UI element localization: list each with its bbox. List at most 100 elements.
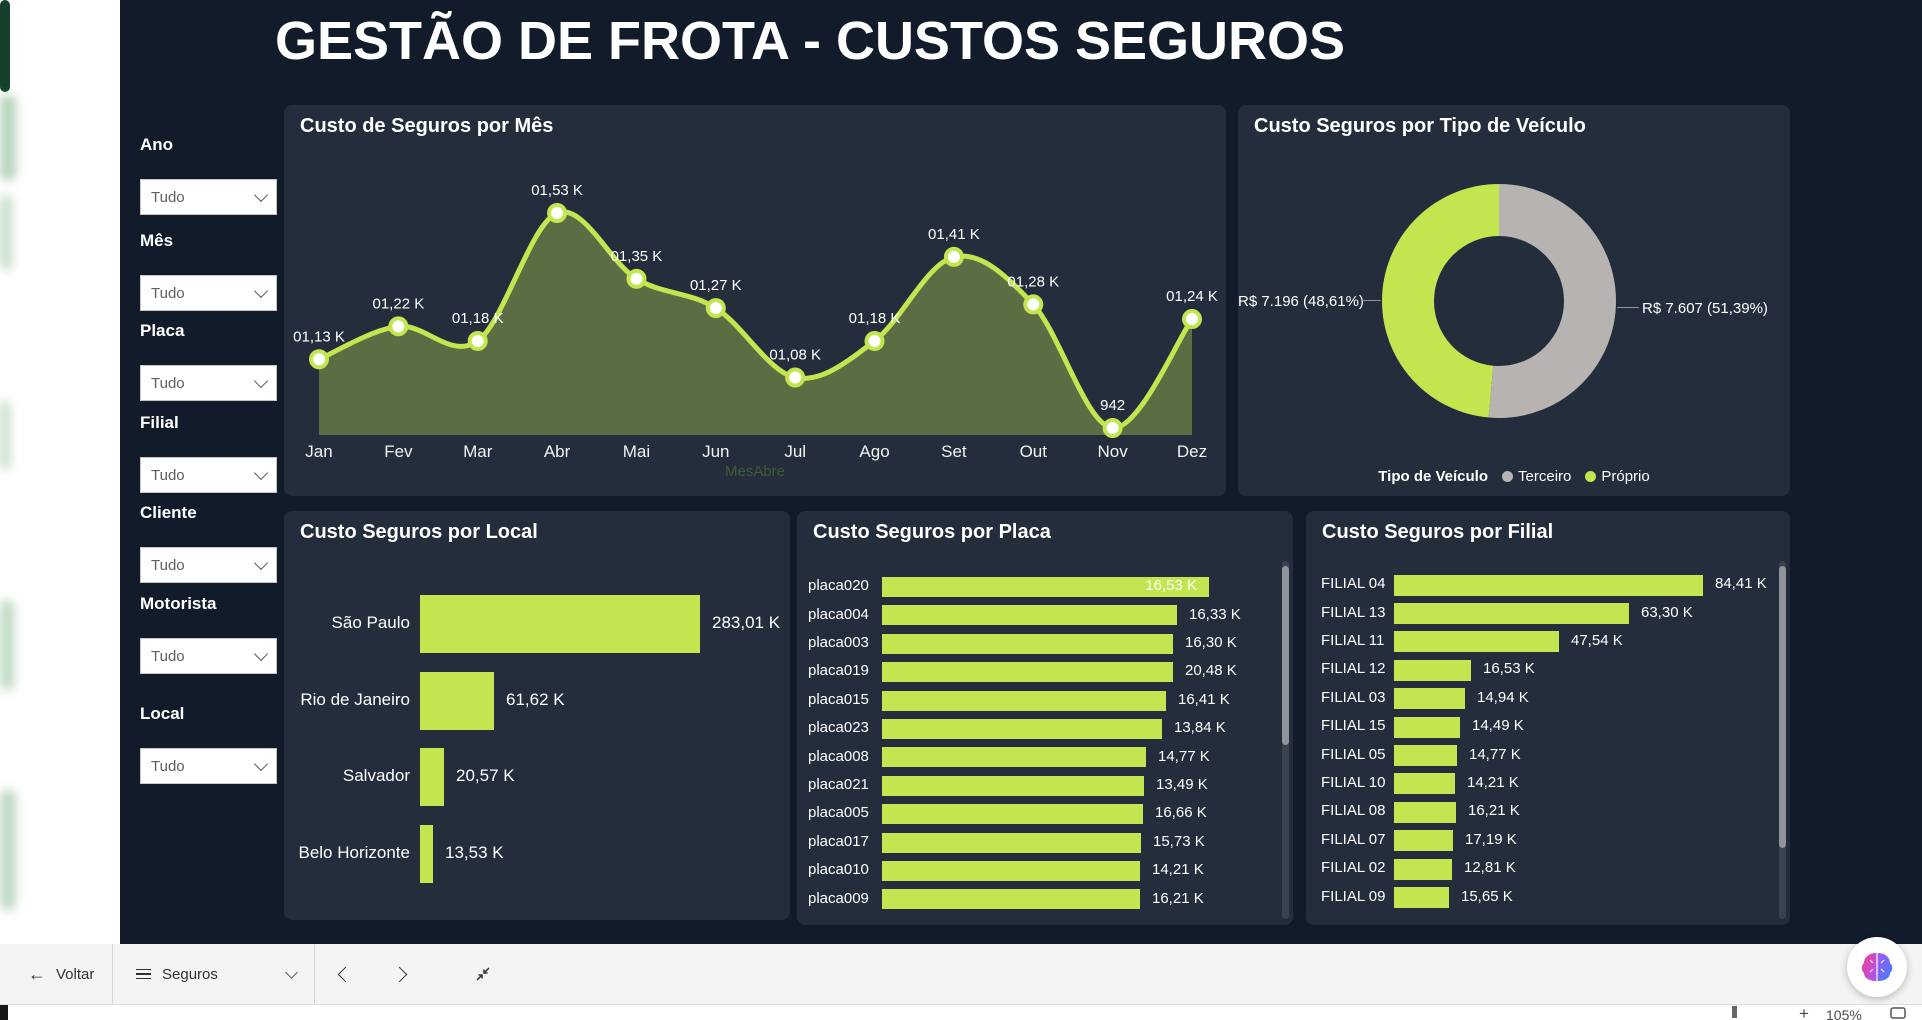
bar-placa004[interactable] — [882, 605, 1177, 626]
bar-value-label: 16,21 K — [1468, 802, 1520, 820]
filter-group-placa: Placa Tudo — [140, 320, 277, 401]
donut-slice-proprio[interactable] — [1382, 184, 1616, 418]
bar-FILIAL 02[interactable] — [1394, 858, 1452, 880]
extension-badge[interactable] — [1847, 937, 1907, 997]
bar-FILIAL 11[interactable] — [1394, 631, 1559, 653]
data-point-Mar[interactable] — [467, 330, 488, 351]
chart-title-tipo: Custo Seguros por Tipo de Veículo — [1254, 115, 1586, 137]
bar-placa019[interactable] — [882, 662, 1173, 683]
bar-FILIAL 09[interactable] — [1394, 886, 1449, 908]
bar-placa023[interactable] — [882, 719, 1162, 739]
x-axis-label: Fev — [384, 442, 413, 461]
data-point-Jan[interactable] — [309, 349, 329, 370]
next-page-icon[interactable] — [391, 944, 408, 1004]
bar-placa020[interactable] — [882, 577, 1209, 597]
filter-label: Motorista — [140, 594, 217, 613]
data-point-Set[interactable] — [943, 246, 964, 267]
bar-category-label: FILIAL 10 — [1321, 774, 1386, 792]
page-selector[interactable]: Seguros — [162, 965, 218, 983]
bar-placa008[interactable] — [882, 747, 1146, 768]
x-axis-label: Dez — [1177, 442, 1207, 461]
background-blob — [0, 95, 16, 180]
bar-Rio de Janeiro[interactable] — [420, 671, 494, 730]
bar-Belo Horizonte[interactable] — [420, 825, 433, 884]
filter-dropdown-filial[interactable]: Tudo — [140, 457, 277, 493]
data-label: 01,41 K — [928, 226, 980, 243]
bar-value-label: 16,30 K — [1185, 634, 1237, 652]
bar-placa003[interactable] — [882, 633, 1173, 654]
back-arrow-icon[interactable]: ← — [28, 963, 46, 984]
bar-category-label: Rio de Janeiro — [300, 689, 410, 709]
bar-placa010[interactable] — [882, 861, 1140, 881]
bar-Salvador[interactable] — [420, 748, 444, 807]
data-point-Dez[interactable] — [1182, 309, 1202, 330]
data-point-Jun[interactable] — [705, 298, 726, 319]
placa-scrollbar[interactable] — [1282, 561, 1289, 919]
bar-placa021[interactable] — [882, 775, 1144, 796]
data-point-Jul[interactable] — [785, 367, 806, 388]
zoom-plus-button[interactable]: + — [1799, 1004, 1809, 1020]
bar-FILIAL 08[interactable] — [1394, 801, 1456, 823]
data-label: 01,28 K — [1007, 273, 1059, 290]
filter-dropdown-mês[interactable]: Tudo — [140, 275, 277, 311]
bar-placa017[interactable] — [882, 832, 1141, 853]
filter-label: Local — [140, 704, 185, 723]
data-point-Out[interactable] — [1023, 294, 1044, 315]
filter-dropdown-ano[interactable]: Tudo — [140, 179, 277, 215]
bar-category-label: FILIAL 07 — [1321, 830, 1386, 848]
legend-title: Tipo de Veículo — [1378, 468, 1489, 485]
data-label: 01,08 K — [769, 347, 821, 364]
bar-value-label: 13,49 K — [1156, 776, 1208, 794]
back-button[interactable]: Voltar — [56, 965, 95, 983]
bar-category-label: placa003 — [808, 634, 869, 652]
zoom-slider-handle[interactable] — [1732, 1006, 1737, 1018]
bar-FILIAL 04[interactable] — [1394, 574, 1703, 596]
data-point-Fev[interactable] — [388, 316, 409, 337]
bar-FILIAL 15[interactable] — [1394, 716, 1460, 738]
bar-value-label: 17,19 K — [1465, 830, 1517, 848]
donut-label-terceiro: R$ 7.607 (51,39%) — [1642, 300, 1768, 317]
data-point-Nov[interactable] — [1102, 418, 1123, 438]
bar-São Paulo[interactable] — [420, 595, 700, 653]
placa-scrollbar-thumb[interactable] — [1282, 566, 1289, 745]
legend-item-proprio[interactable]: Próprio — [1585, 468, 1650, 485]
bar-FILIAL 07[interactable] — [1394, 830, 1453, 852]
donut-chart[interactable] — [1238, 105, 1790, 496]
data-point-Ago[interactable] — [864, 330, 885, 351]
legend-item-terceiro[interactable]: Terceiro — [1502, 468, 1571, 485]
data-label: 01,53 K — [531, 182, 583, 199]
data-point-Abr[interactable] — [547, 203, 568, 223]
previous-page-icon[interactable] — [337, 944, 354, 1004]
chevron-down-icon — [253, 646, 269, 661]
x-axis-label: Ago — [859, 442, 889, 461]
x-axis-label: Jul — [784, 442, 806, 461]
background-blob — [0, 195, 12, 270]
collapse-view-icon[interactable] — [474, 944, 492, 1004]
filial-scrollbar[interactable] — [1779, 561, 1786, 919]
bar-value-label: 283,01 K — [712, 612, 781, 632]
bar-placa009[interactable] — [882, 889, 1140, 910]
data-label: 01,18 K — [452, 310, 504, 327]
bar-value-label: 16,41 K — [1178, 690, 1230, 708]
page-selector-chevron-icon[interactable] — [285, 944, 298, 1004]
bar-category-label: placa017 — [808, 832, 869, 850]
filter-dropdown-placa[interactable]: Tudo — [140, 365, 277, 401]
pages-menu-icon[interactable] — [136, 944, 151, 1004]
data-point-Mai[interactable] — [626, 268, 647, 289]
filter-dropdown-local[interactable]: Tudo — [140, 748, 277, 784]
bar-FILIAL 12[interactable] — [1394, 659, 1471, 681]
bar-FILIAL 13[interactable] — [1394, 602, 1629, 624]
filial-scrollbar-thumb[interactable] — [1779, 566, 1786, 848]
bar-value-label: 16,33 K — [1189, 605, 1241, 623]
fit-to-page-icon[interactable] — [1890, 1006, 1906, 1020]
bar-placa005[interactable] — [882, 804, 1143, 825]
bar-placa015[interactable] — [882, 690, 1166, 711]
filter-dropdown-motorista[interactable]: Tudo — [140, 638, 277, 674]
filter-dropdown-cliente[interactable]: Tudo — [140, 547, 277, 583]
bar-FILIAL 10[interactable] — [1394, 773, 1455, 795]
dropdown-value: Tudo — [151, 284, 185, 302]
bar-FILIAL 03[interactable] — [1394, 688, 1465, 710]
bar-FILIAL 05[interactable] — [1394, 744, 1457, 766]
bar-value-label: 16,21 K — [1152, 889, 1204, 907]
bar-category-label: FILIAL 08 — [1321, 802, 1386, 820]
